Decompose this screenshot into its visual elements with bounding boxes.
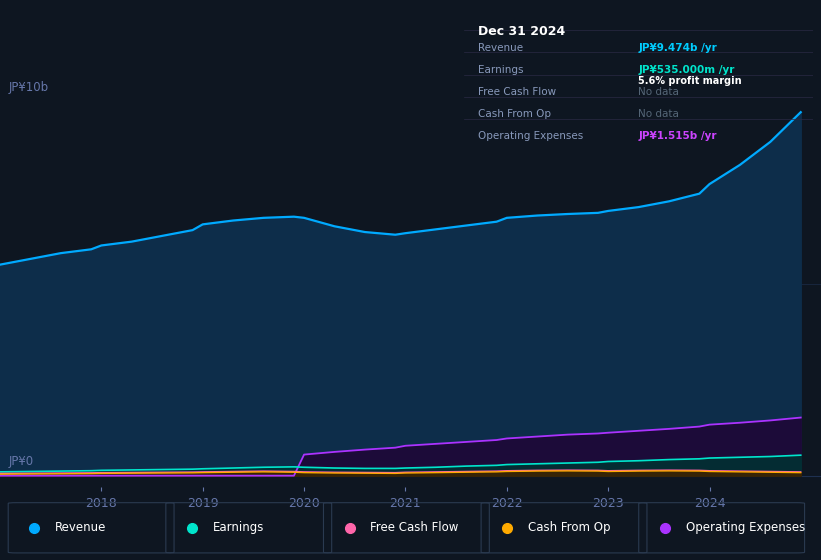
Text: No data: No data — [639, 87, 679, 97]
Text: Free Cash Flow: Free Cash Flow — [370, 521, 459, 534]
Text: Free Cash Flow: Free Cash Flow — [478, 87, 556, 97]
Text: Operating Expenses: Operating Expenses — [686, 521, 805, 534]
Text: Revenue: Revenue — [478, 43, 523, 53]
Text: Dec 31 2024: Dec 31 2024 — [478, 25, 565, 39]
Text: JP¥1.515b /yr: JP¥1.515b /yr — [639, 131, 717, 141]
Text: JP¥9.474b /yr: JP¥9.474b /yr — [639, 43, 717, 53]
Text: Earnings: Earnings — [213, 521, 264, 534]
Text: Cash From Op: Cash From Op — [528, 521, 610, 534]
Text: No data: No data — [639, 109, 679, 119]
Text: JP¥535.000m /yr: JP¥535.000m /yr — [639, 64, 735, 74]
Text: Cash From Op: Cash From Op — [478, 109, 551, 119]
Text: JP¥10b: JP¥10b — [8, 81, 48, 94]
Text: Operating Expenses: Operating Expenses — [478, 131, 583, 141]
Text: Revenue: Revenue — [55, 521, 107, 534]
Text: 5.6% profit margin: 5.6% profit margin — [639, 76, 742, 86]
Text: JP¥0: JP¥0 — [8, 455, 34, 468]
Text: Earnings: Earnings — [478, 64, 523, 74]
